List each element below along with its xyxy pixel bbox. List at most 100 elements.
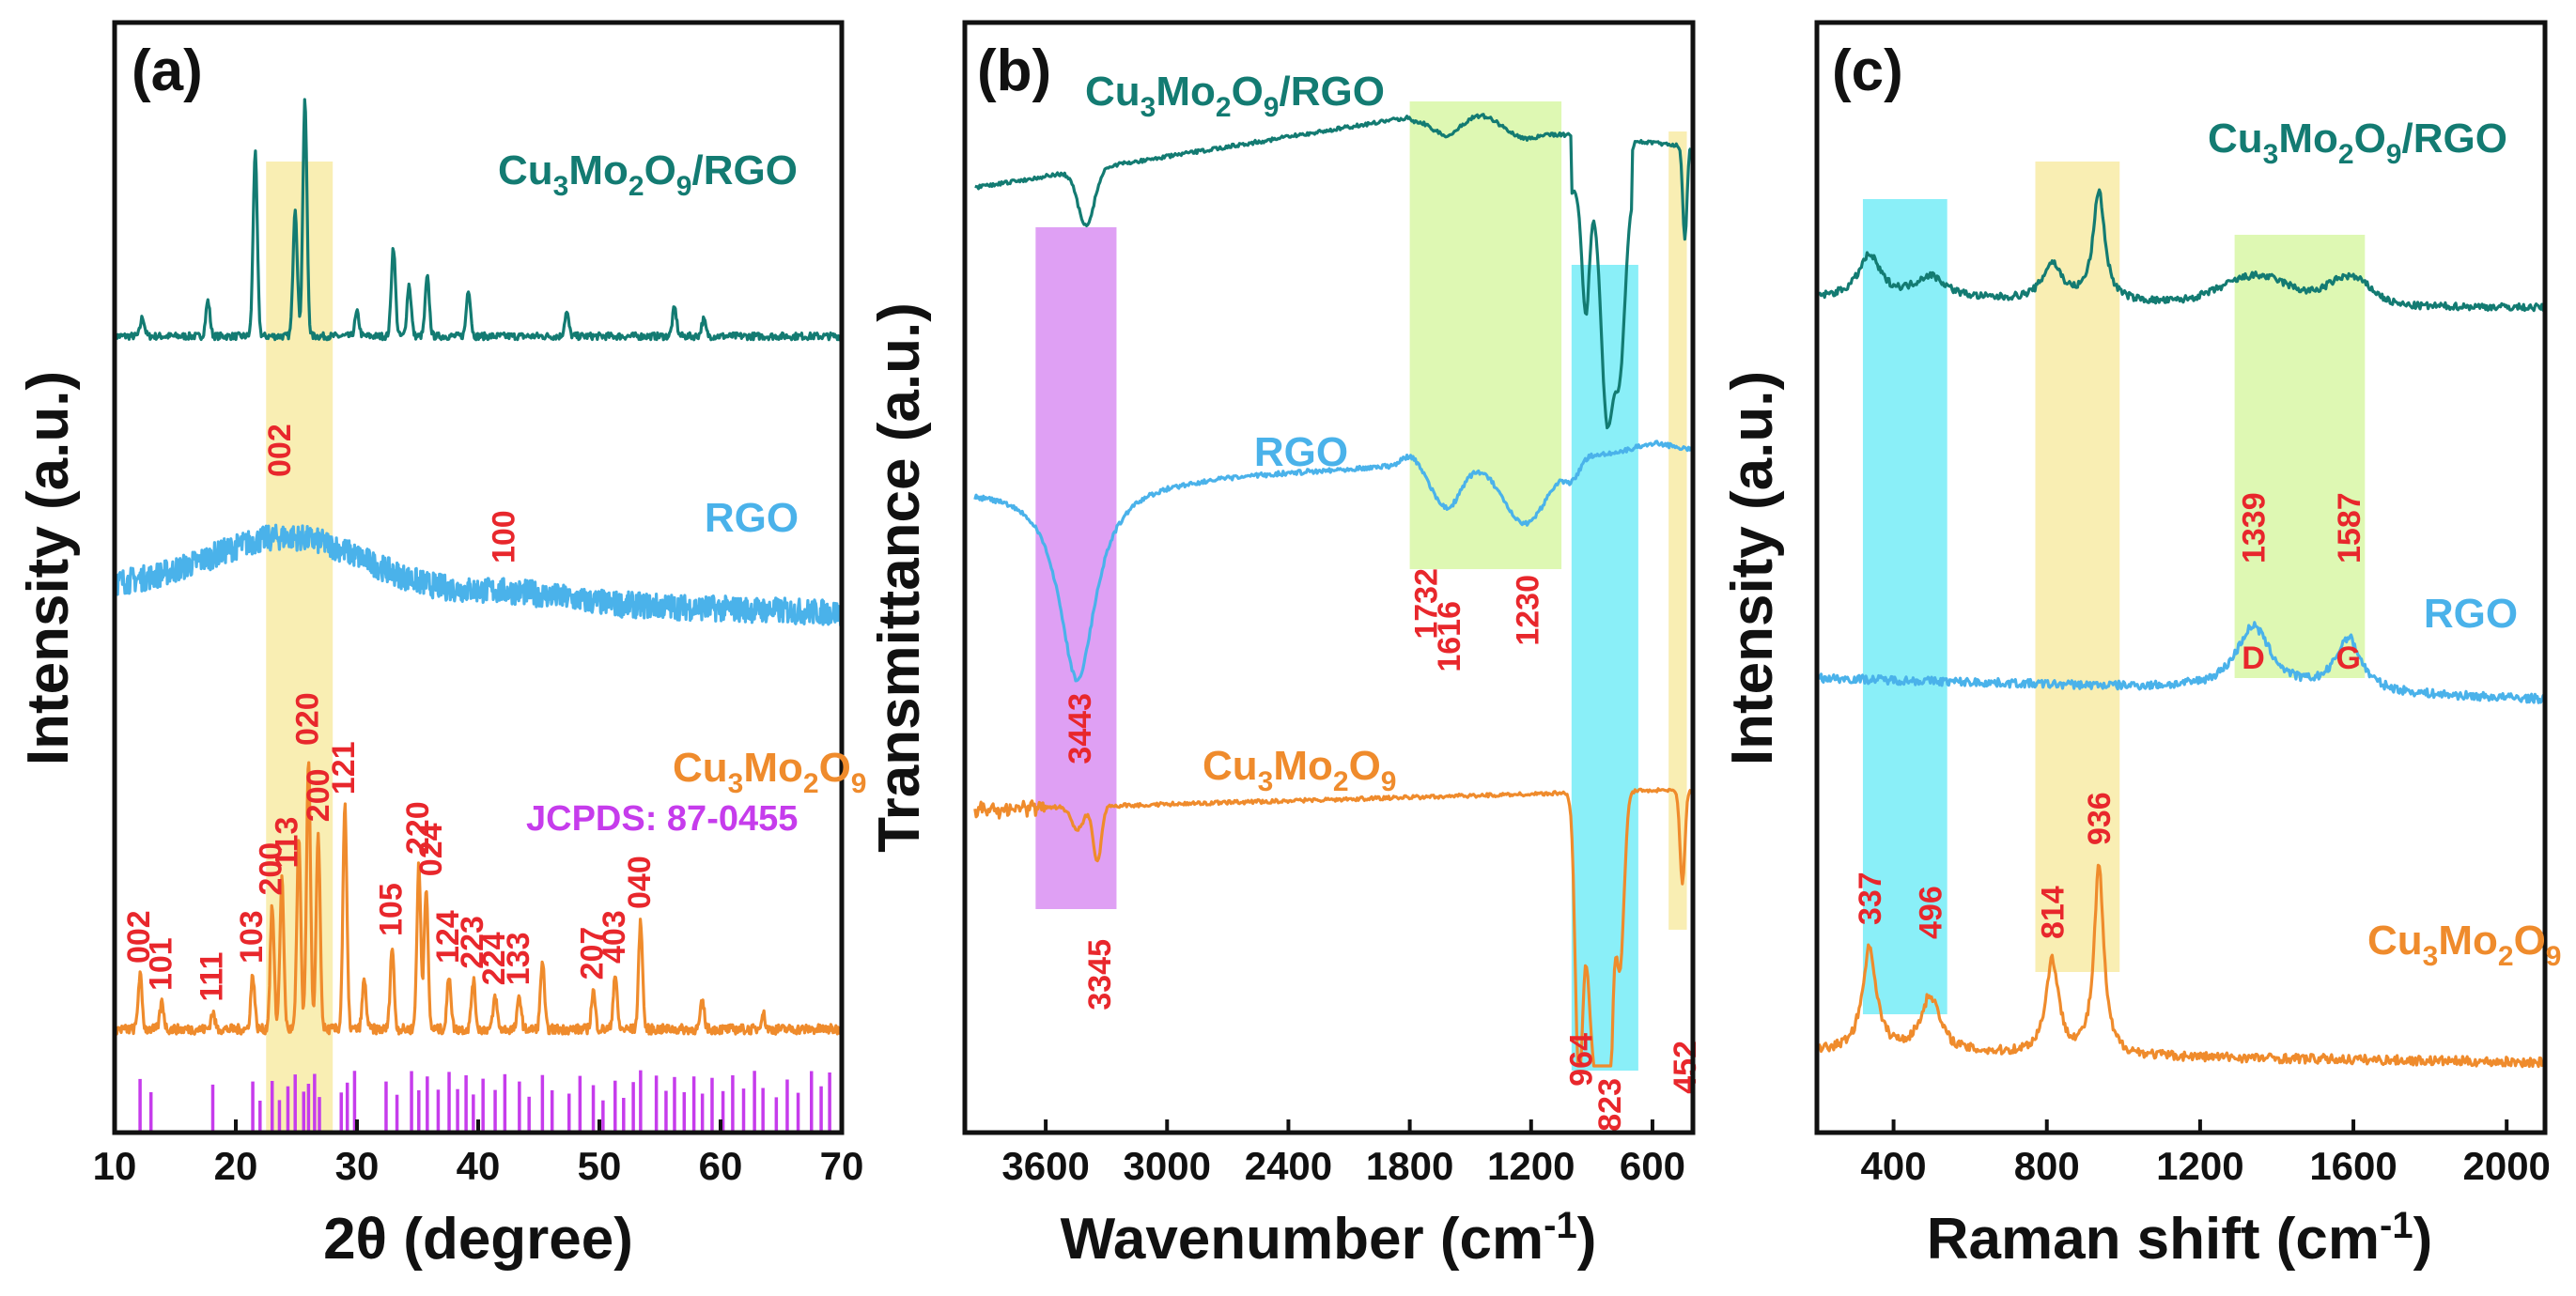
panel-c-cmo-label: Cu3Mo2O9 — [2367, 918, 2561, 972]
ftir-peak-label: 1616 — [1432, 601, 1467, 672]
cmo-hkl-label: 224 — [476, 932, 512, 985]
panel-b-curves — [973, 113, 1693, 1068]
panel-a-tick-label: 50 — [578, 1144, 622, 1188]
panel-c-x-ticks: 400 800 1200 1600 2000 — [1861, 1119, 2551, 1188]
xrd-rgo-curve — [113, 523, 844, 627]
cmo-hkl-label: 207 — [575, 927, 611, 980]
formula-part: O — [819, 745, 851, 791]
panel-c-x-axis-label-end: ) — [2413, 1207, 2433, 1272]
formula-part: O — [1232, 69, 1264, 115]
highlight-band — [1668, 131, 1687, 930]
ftir-peak-label: 3443 — [1063, 693, 1098, 764]
cmo-hkl-label: 103 — [234, 910, 270, 964]
panel-c-x-axis-label: Raman shift (cm-1) — [1927, 1205, 2433, 1272]
raman-peak-label: 337 — [1853, 872, 1888, 925]
cmo-hkl-label: 133 — [501, 932, 536, 985]
formula-part: Cu — [498, 147, 553, 193]
subscript: 2 — [1216, 92, 1232, 123]
raman-peak-label: 1339 — [2237, 492, 2273, 563]
panel-b-tick-label: 2400 — [1245, 1144, 1332, 1188]
subscript: 3 — [728, 768, 744, 799]
panel-b-cmo-label: Cu3Mo2O9 — [1203, 743, 1396, 797]
subscript: 9 — [676, 171, 692, 202]
subscript: 9 — [851, 768, 867, 799]
panel-c-composite-label: Cu3Mo2O9/RGO — [2208, 116, 2507, 170]
panel-c-raman: 1339 1587 337 496 814 936 D G 400 800 1200 1600 200… — [1720, 20, 2561, 1272]
subscript: 3 — [1258, 766, 1274, 797]
panel-c-tick-label: 400 — [1861, 1144, 1927, 1188]
raman-peak-label: 936 — [2082, 792, 2118, 845]
ftir-peak-label: 452 — [1668, 1041, 1703, 1094]
formula-part: Mo — [2278, 116, 2338, 162]
panel-b-composite-label: Cu3Mo2O9/RGO — [1085, 69, 1385, 123]
rgo-hkl-label: 100 — [487, 510, 522, 563]
panel-b-tick-label: 1800 — [1366, 1144, 1453, 1188]
subscript: 9 — [1264, 92, 1280, 123]
ftir-peak-label: 3345 — [1082, 939, 1118, 1011]
formula-part: Mo — [1156, 69, 1216, 115]
panel-c-x-axis-label-sup: -1 — [2380, 1205, 2413, 1246]
highlight-band — [2234, 235, 2366, 678]
cmo-hkl-label: 403 — [597, 910, 632, 964]
ftir-peak-label: 823 — [1592, 1078, 1628, 1132]
panel-c-tick-label: 1600 — [2309, 1144, 2397, 1188]
cmo-hkl-label: 002 — [121, 910, 157, 964]
formula-part: O — [2514, 918, 2546, 964]
panel-a-tick-label: 40 — [457, 1144, 501, 1188]
subscript: 3 — [2423, 941, 2439, 972]
formula-part: Cu — [673, 745, 728, 791]
panel-c-rgo-label: RGO — [2424, 591, 2518, 637]
cmo-hkl-label: 020 — [289, 692, 325, 746]
panel-c-y-axis-label: Intensity (a.u.) — [1720, 371, 1785, 765]
highlight-band — [1862, 199, 1948, 1014]
formula-part: Mo — [743, 745, 803, 791]
panel-c-peak-labels: 1339 1587 337 496 814 936 D G — [1853, 492, 2367, 939]
panel-a-tick-label: 70 — [820, 1144, 864, 1188]
jcpds-reference-lines — [138, 1070, 831, 1133]
formula-part: O — [1349, 743, 1381, 789]
subscript: 9 — [2386, 139, 2402, 170]
panel-b-rgo-label: RGO — [1254, 429, 1348, 475]
panel-b-tick-label: 1200 — [1487, 1144, 1575, 1188]
panel-b-x-axis-label-main: Wavenumber (cm — [1061, 1207, 1544, 1272]
xrd-cmo-curve — [113, 761, 843, 1036]
raman-rgo-curve — [1817, 621, 2546, 704]
formula-part: /RGO — [1279, 69, 1384, 115]
panel-b-tick-label: 600 — [1620, 1144, 1685, 1188]
cmo-hkl-label: 121 — [326, 741, 362, 795]
panel-c-bands — [1862, 162, 2366, 1014]
formula-part: /RGO — [2401, 116, 2506, 162]
panel-c-frame — [1814, 20, 2548, 1135]
ftir-peak-label: 1732 — [1408, 568, 1444, 640]
panel-a-tick-label: 20 — [214, 1144, 258, 1188]
raman-cmo-curve — [1817, 863, 2546, 1069]
formula-part: Cu — [2367, 918, 2423, 964]
formula-part: Cu — [1203, 743, 1258, 789]
cmo-hkl-label: 223 — [455, 916, 490, 969]
formula-part: O — [2354, 116, 2386, 162]
formula-part: Mo — [2438, 918, 2498, 964]
panel-a-curves — [113, 98, 844, 1036]
panel-b-x-axis-label-sup: -1 — [1544, 1205, 1577, 1246]
formula-part: Cu — [1085, 69, 1141, 115]
formula-part: Mo — [568, 147, 628, 193]
panel-a-x-axis-label: 2θ (degree) — [323, 1207, 633, 1272]
subscript: 2 — [2498, 941, 2514, 972]
panel-b-tag: (b) — [977, 39, 1051, 103]
ftir-cmo-curve — [973, 787, 1693, 1068]
formula-part: O — [644, 147, 676, 193]
panel-c-tick-label: 1200 — [2156, 1144, 2243, 1188]
cmo-hkl-label: 113 — [269, 817, 304, 869]
subscript: 9 — [2546, 941, 2562, 972]
xrd-composite-curve — [113, 98, 843, 342]
panel-b-tick-label: 3600 — [1001, 1144, 1089, 1188]
cmo-hkl-label: 024 — [413, 823, 449, 876]
panel-c-x-axis-label-main: Raman shift (cm — [1927, 1207, 2380, 1272]
raman-peak-label: 814 — [2035, 886, 2071, 939]
ftir-peak-label: 1230 — [1510, 575, 1545, 646]
cmo-hkl-label: 101 — [143, 937, 178, 991]
